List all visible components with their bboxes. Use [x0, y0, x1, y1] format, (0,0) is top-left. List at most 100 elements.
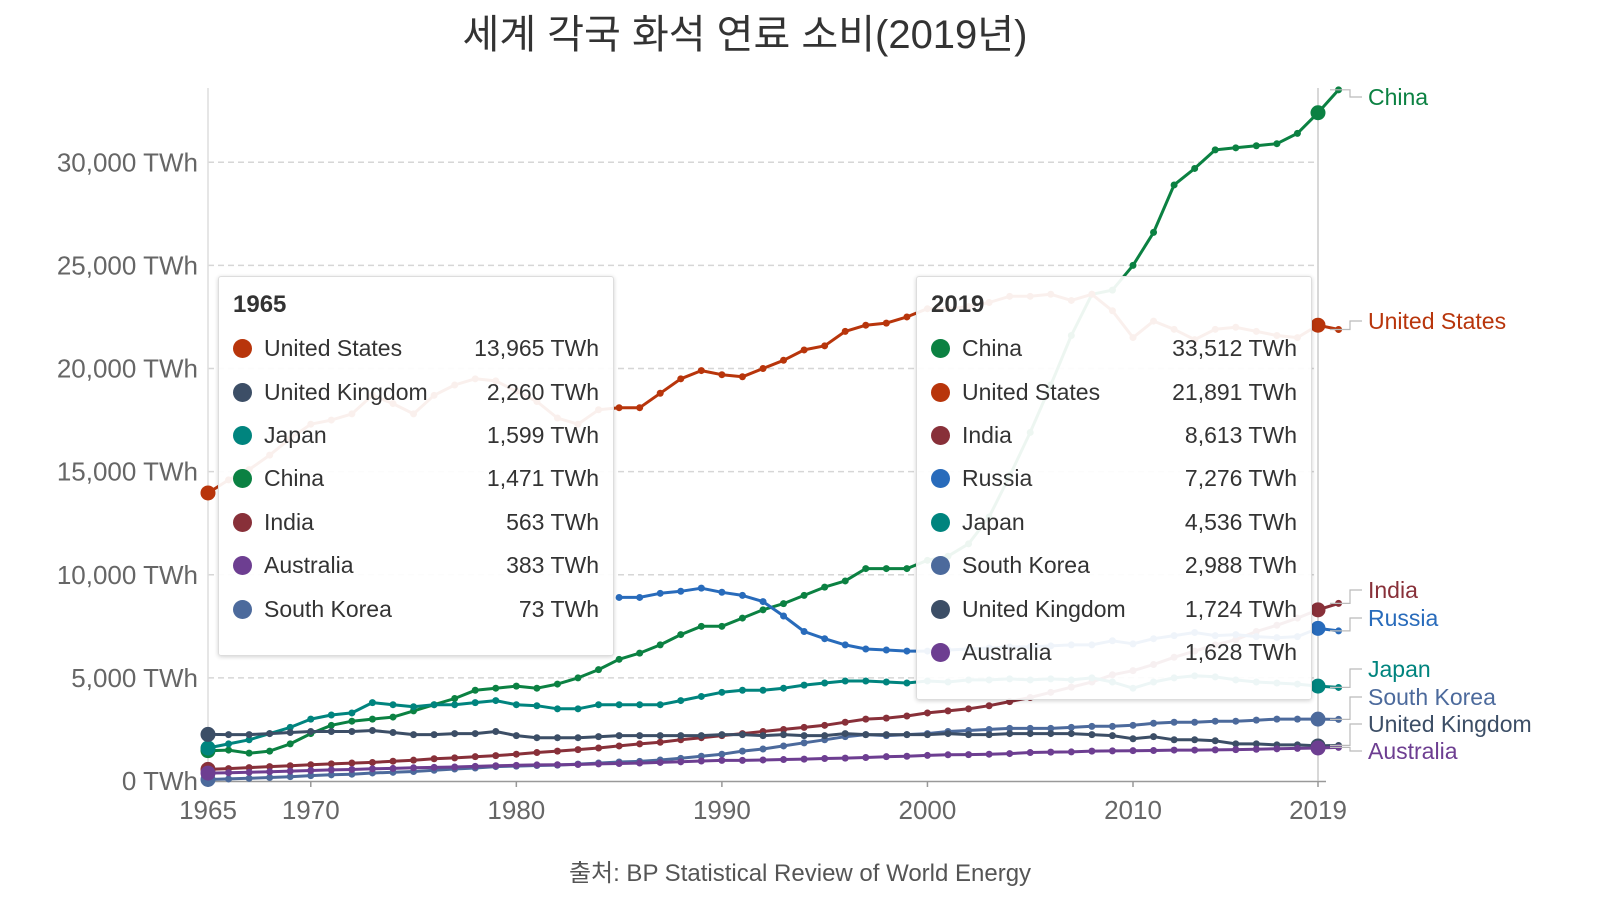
- data-point-australia[interactable]: [574, 761, 582, 768]
- data-point-south-korea[interactable]: [1293, 715, 1301, 723]
- data-point-united-states[interactable]: [200, 485, 216, 501]
- data-point-south-korea[interactable]: [1191, 718, 1199, 726]
- data-point-south-korea[interactable]: [1150, 719, 1158, 727]
- data-point-russia[interactable]: [821, 635, 829, 643]
- data-point-japan[interactable]: [471, 699, 479, 707]
- data-point-russia[interactable]: [800, 627, 808, 635]
- data-point-united-kingdom[interactable]: [553, 734, 561, 742]
- data-point-united-kingdom[interactable]: [1006, 730, 1014, 738]
- data-point-australia[interactable]: [245, 768, 253, 776]
- data-point-south-korea[interactable]: [1310, 711, 1326, 727]
- data-point-china[interactable]: [574, 674, 582, 682]
- data-point-united-kingdom[interactable]: [451, 730, 459, 738]
- data-point-india[interactable]: [348, 759, 356, 767]
- data-point-south-korea[interactable]: [327, 771, 335, 779]
- data-point-china[interactable]: [636, 649, 644, 657]
- data-point-south-korea[interactable]: [780, 742, 788, 750]
- data-point-japan[interactable]: [430, 701, 438, 709]
- data-point-china[interactable]: [225, 746, 233, 754]
- data-point-china[interactable]: [1293, 129, 1301, 137]
- data-point-japan[interactable]: [697, 692, 705, 700]
- data-point-australia[interactable]: [1252, 745, 1260, 753]
- data-point-japan[interactable]: [200, 740, 216, 756]
- data-point-japan[interactable]: [759, 686, 767, 694]
- data-point-japan[interactable]: [882, 678, 890, 686]
- data-point-india[interactable]: [965, 705, 973, 713]
- data-point-china[interactable]: [348, 717, 356, 725]
- data-point-united-states[interactable]: [862, 321, 870, 329]
- data-point-russia[interactable]: [656, 589, 664, 597]
- data-point-russia[interactable]: [882, 646, 890, 654]
- data-point-united-states[interactable]: [903, 313, 911, 321]
- data-point-united-kingdom[interactable]: [1129, 735, 1137, 743]
- data-point-china[interactable]: [512, 682, 520, 690]
- data-point-united-kingdom[interactable]: [985, 731, 993, 739]
- data-point-australia[interactable]: [1047, 748, 1055, 756]
- data-point-south-korea[interactable]: [1108, 722, 1116, 730]
- data-point-china[interactable]: [1252, 142, 1260, 150]
- data-point-russia[interactable]: [677, 587, 685, 595]
- data-point-australia[interactable]: [307, 766, 315, 774]
- data-point-japan[interactable]: [225, 740, 233, 748]
- data-point-china[interactable]: [882, 565, 890, 573]
- data-point-united-kingdom[interactable]: [430, 731, 438, 739]
- data-point-south-korea[interactable]: [1211, 717, 1219, 725]
- data-point-united-kingdom[interactable]: [368, 726, 376, 734]
- data-point-japan[interactable]: [307, 715, 315, 723]
- data-point-australia[interactable]: [471, 762, 479, 770]
- data-point-south-korea[interactable]: [245, 774, 253, 782]
- data-point-australia[interactable]: [595, 760, 603, 768]
- data-point-india[interactable]: [368, 758, 376, 766]
- data-point-united-states[interactable]: [759, 365, 767, 372]
- data-point-japan[interactable]: [327, 711, 335, 719]
- data-point-china[interactable]: [1191, 164, 1199, 172]
- data-point-india[interactable]: [410, 756, 418, 764]
- data-point-australia[interactable]: [327, 766, 335, 774]
- data-point-china[interactable]: [553, 680, 561, 688]
- data-point-japan[interactable]: [718, 688, 726, 696]
- data-point-russia[interactable]: [780, 612, 788, 620]
- data-point-india[interactable]: [862, 715, 870, 723]
- data-point-united-kingdom[interactable]: [286, 729, 294, 737]
- data-point-australia[interactable]: [738, 756, 746, 764]
- data-point-united-kingdom[interactable]: [266, 730, 274, 738]
- data-point-russia[interactable]: [636, 593, 644, 601]
- data-point-australia[interactable]: [780, 756, 788, 764]
- data-point-australia[interactable]: [368, 765, 376, 773]
- data-point-united-kingdom[interactable]: [1108, 732, 1116, 740]
- data-point-south-korea[interactable]: [718, 750, 726, 758]
- data-point-united-kingdom[interactable]: [965, 731, 973, 739]
- data-point-south-korea[interactable]: [266, 773, 274, 781]
- data-point-united-kingdom[interactable]: [200, 726, 216, 742]
- data-point-south-korea[interactable]: [1088, 722, 1096, 730]
- data-point-united-states[interactable]: [697, 367, 705, 375]
- data-point-russia[interactable]: [862, 645, 870, 653]
- data-point-united-kingdom[interactable]: [862, 731, 870, 739]
- data-point-japan[interactable]: [862, 677, 870, 685]
- data-point-china[interactable]: [1170, 181, 1178, 189]
- data-point-united-kingdom[interactable]: [1170, 736, 1178, 744]
- data-point-india[interactable]: [451, 754, 459, 762]
- data-point-russia[interactable]: [841, 641, 849, 649]
- data-point-china[interactable]: [903, 565, 911, 573]
- data-point-japan[interactable]: [348, 709, 356, 717]
- data-point-china[interactable]: [266, 747, 274, 755]
- data-point-australia[interactable]: [1191, 746, 1199, 754]
- series-australia[interactable]: [200, 740, 1343, 781]
- data-point-australia[interactable]: [1150, 746, 1158, 754]
- data-point-australia[interactable]: [1310, 740, 1326, 756]
- data-point-south-korea[interactable]: [1026, 724, 1034, 732]
- data-point-india[interactable]: [656, 738, 664, 746]
- data-point-australia[interactable]: [759, 756, 767, 764]
- data-point-japan[interactable]: [656, 701, 664, 709]
- data-point-japan[interactable]: [636, 701, 644, 709]
- series-line-china[interactable]: [207, 88, 1340, 755]
- data-point-united-kingdom[interactable]: [615, 732, 623, 740]
- data-point-india[interactable]: [882, 714, 890, 722]
- data-point-china[interactable]: [1129, 261, 1137, 269]
- data-point-china[interactable]: [677, 631, 685, 639]
- data-point-russia[interactable]: [759, 598, 767, 606]
- data-point-australia[interactable]: [985, 750, 993, 758]
- data-point-india[interactable]: [266, 763, 274, 771]
- data-point-australia[interactable]: [286, 767, 294, 775]
